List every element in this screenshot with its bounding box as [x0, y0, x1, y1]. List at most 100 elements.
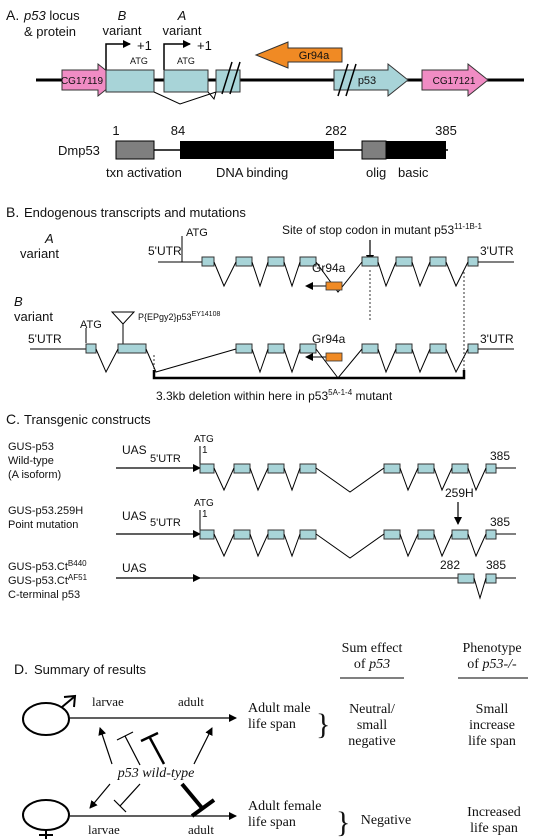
c1-one: 1 [202, 445, 208, 456]
label-dna-binding: DNA binding [216, 165, 288, 180]
c2-line2: Point mutation [8, 519, 78, 531]
b-variant-b-word: variant [14, 309, 53, 324]
col2-header-p53: p53-/- [481, 657, 517, 672]
break-mark-2a [337, 63, 349, 97]
svg-text:p53 locus: p53 locus [23, 8, 80, 23]
svg-text:3.3kb deletion within here in: 3.3kb deletion within here in p535A-1-4 … [156, 388, 393, 403]
panel-b: B. Endogenous transcripts and mutations … [6, 204, 514, 403]
panel-a: A. p53 locus & protein B variant +1 A va… [6, 7, 524, 180]
col1-header-of: of [354, 657, 369, 672]
c3-uas: UAS [122, 561, 147, 575]
variant-b-letter: B [118, 8, 127, 23]
panel-b-title: Endogenous transcripts and mutations [24, 205, 246, 220]
stop-site-label: Site of stop codon in mutant p53 [282, 223, 454, 237]
c3-line1-sup: B440 [68, 559, 87, 568]
male-life-line2: life span [248, 717, 296, 732]
cg17119-label: CG17119 [61, 76, 104, 87]
p53-gene [333, 62, 409, 98]
c3-282: 282 [440, 558, 460, 572]
atg-a2: ATG [177, 56, 195, 66]
c1-line2: Wild-type [8, 455, 54, 467]
male-brace: } [316, 708, 330, 741]
splice-a1 [153, 91, 217, 105]
male-larvae: larvae [92, 694, 124, 709]
panel-a-title-italic: p53 [23, 8, 46, 23]
domain-basic [386, 141, 446, 159]
male-adult: adult [178, 694, 204, 709]
label-txn-activation: txn activation [106, 165, 182, 180]
variant-b-plus1: +1 [137, 38, 152, 53]
male-pheno-line2: increase [469, 718, 515, 733]
male-symbol-icon [22, 694, 77, 736]
female-life-line2: life span [248, 815, 296, 830]
stop-site-sup: 11-1B-1 [454, 222, 482, 231]
col1-header-line1: Sum effect [342, 641, 403, 656]
insertion-label: P{EPgy2}p53 [138, 312, 192, 322]
exon-a3 [215, 69, 241, 93]
panel-d: D. Summary of results Sum effect of p53 … [14, 641, 528, 839]
variant-b-start-arrow [105, 40, 131, 70]
female-symbol-icon [22, 799, 70, 839]
a-gr94a-box [325, 281, 343, 291]
panel-c: C. Transgenic constructs GUS-p53 Wild-ty… [6, 411, 516, 601]
female-pheno-line2: life span [470, 821, 518, 836]
c1-line3: (A isoform) [8, 469, 61, 481]
p53-gene-label: p53 [358, 75, 376, 87]
b-atg: ATG [80, 319, 102, 331]
male-sum-line3: negative [348, 734, 395, 749]
a-gr94a-label: Gr94a [312, 261, 346, 275]
wt-inhibits-male-adult [148, 737, 166, 765]
variant-a-word: variant [162, 23, 201, 38]
deletion-bracket [152, 370, 466, 380]
svg-text:of p53: of p53 [354, 657, 390, 672]
c3-exon-1 [457, 573, 475, 584]
break-mark-1b [229, 61, 241, 95]
wt-to-male-larvae-arrow [98, 727, 113, 765]
b-utr3: 3'UTR [480, 332, 514, 346]
panel-a-title-line2: & protein [24, 24, 76, 39]
male-sum-line1: Neutral/ [349, 702, 395, 717]
b-variant-b-letter: B [14, 294, 23, 309]
female-sum: Negative [361, 813, 412, 828]
svg-text:GUS-p53.CtB440: GUS-p53.CtB440 [8, 559, 87, 573]
svg-text:P{EPgy2}p53EY14108: P{EPgy2}p53EY14108 [138, 311, 220, 322]
c2-line1: GUS-p53.259H [8, 505, 83, 517]
protein-name: Dmp53 [58, 143, 100, 158]
c2-atg: ATG [194, 498, 214, 509]
gr94a-gene [254, 41, 343, 69]
col2-header-of: of [467, 657, 482, 672]
panel-d-title: Summary of results [34, 662, 146, 677]
c3-385: 385 [486, 558, 506, 572]
insertion-triangle [110, 311, 136, 325]
female-pheno-line1: Increased [467, 805, 521, 820]
label-olig: olig [366, 165, 386, 180]
b-transcript-exons [85, 343, 479, 354]
variant-a-plus1: +1 [197, 38, 212, 53]
exon-a1 [105, 69, 155, 93]
atg-a1: ATG [130, 56, 148, 66]
cg17121-gene [421, 62, 489, 98]
domain-dna-binding [180, 141, 334, 159]
c2-mutation-label: 259H [445, 486, 474, 500]
c1-atg: ATG [194, 434, 214, 445]
deletion-suffix: mutant [352, 389, 393, 403]
p53-wildtype-label: p53 wild-type [117, 766, 195, 781]
c1-introns [213, 467, 487, 493]
break-mark-2b [345, 63, 357, 97]
c1-line1: GUS-p53 [8, 441, 54, 453]
c2-introns [213, 533, 487, 559]
panel-c-letter: C. [6, 411, 20, 427]
a-atg: ATG [186, 227, 208, 239]
female-adult: adult [188, 822, 214, 837]
b-gr94a-label: Gr94a [312, 332, 346, 346]
c3-line2: GUS-p53.Ct [8, 575, 68, 587]
male-life-line1: Adult male [248, 701, 311, 716]
c2-uas: UAS [122, 509, 147, 523]
break-mark-1a [221, 61, 233, 95]
wt-to-male-adult-arrow [193, 727, 213, 765]
a-transcript-exons [201, 256, 479, 267]
variant-a-start-arrow [163, 40, 191, 70]
svg-text:GUS-p53.CtAF51: GUS-p53.CtAF51 [8, 573, 88, 587]
wt-inhibits-female-adult [180, 782, 204, 810]
panel-d-letter: D. [14, 661, 28, 677]
